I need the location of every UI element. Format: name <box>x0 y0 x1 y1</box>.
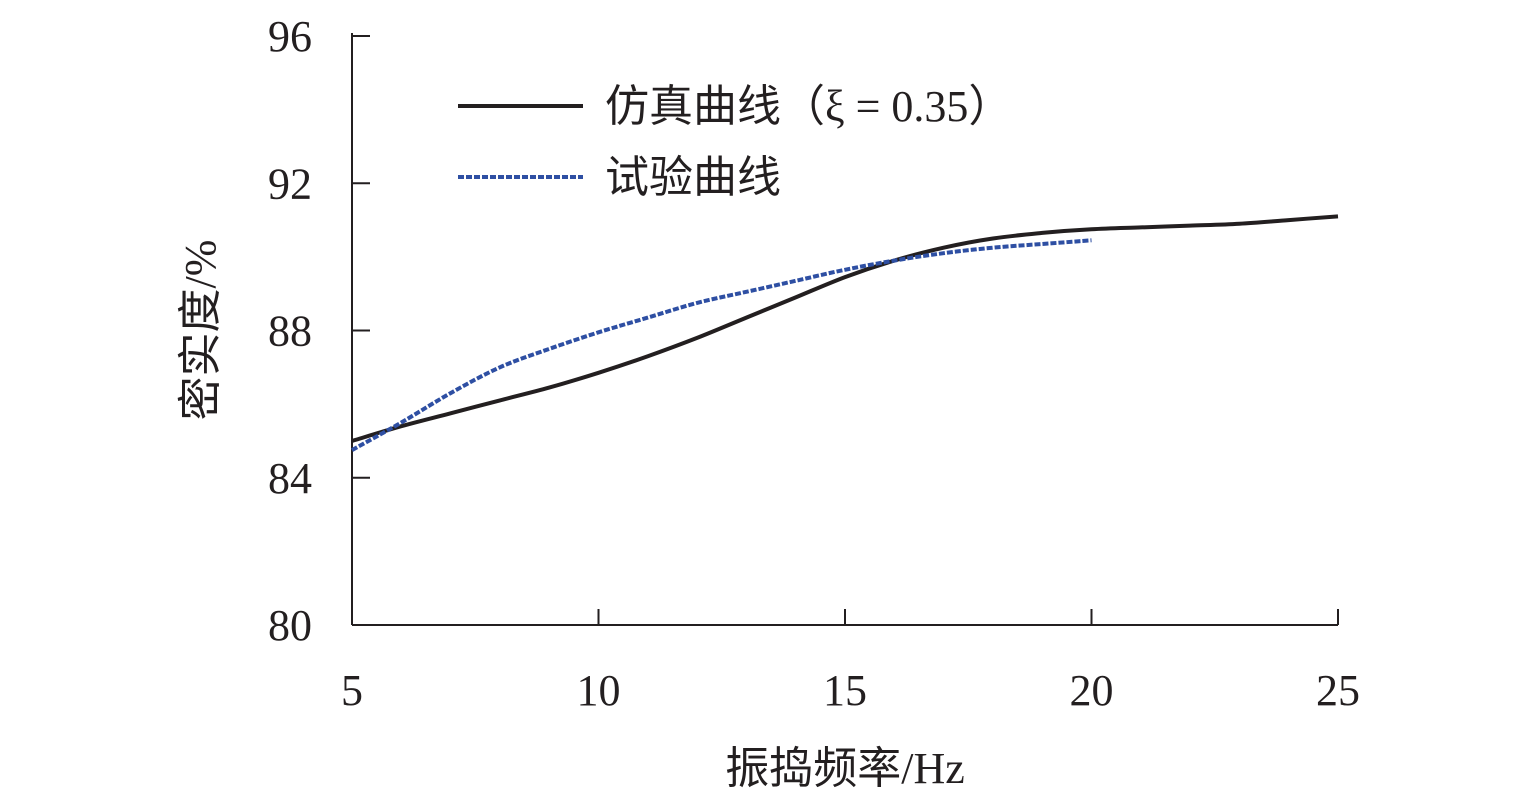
y-axis-label: 密实度/% <box>176 240 225 421</box>
y-tick-label: 92 <box>268 159 312 208</box>
axes: 80 84 88 92 96 5 10 15 20 25 <box>268 12 1360 715</box>
series-line-1 <box>351 214 1339 443</box>
x-tick-label: 25 <box>1316 666 1360 715</box>
x-tick-label: 10 <box>577 666 621 715</box>
x-tick-label: 5 <box>341 666 363 715</box>
y-tick-label: 96 <box>268 12 312 61</box>
series-line-2 <box>351 238 1092 452</box>
legend-label-2: 试验曲线 <box>605 153 781 202</box>
x-axis-label: 振捣频率/Hz <box>725 744 965 793</box>
legend-label-1: 仿真曲线（ξ = 0.35） <box>605 82 1012 131</box>
x-tick-label: 20 <box>1070 666 1114 715</box>
plot-area <box>351 214 1339 452</box>
y-tick-label: 88 <box>268 307 312 356</box>
x-tick-label: 15 <box>823 666 867 715</box>
y-tick-label: 84 <box>268 454 312 503</box>
y-tick-label: 80 <box>268 601 312 650</box>
legend: 仿真曲线（ξ = 0.35） 试验曲线 <box>458 82 1012 202</box>
